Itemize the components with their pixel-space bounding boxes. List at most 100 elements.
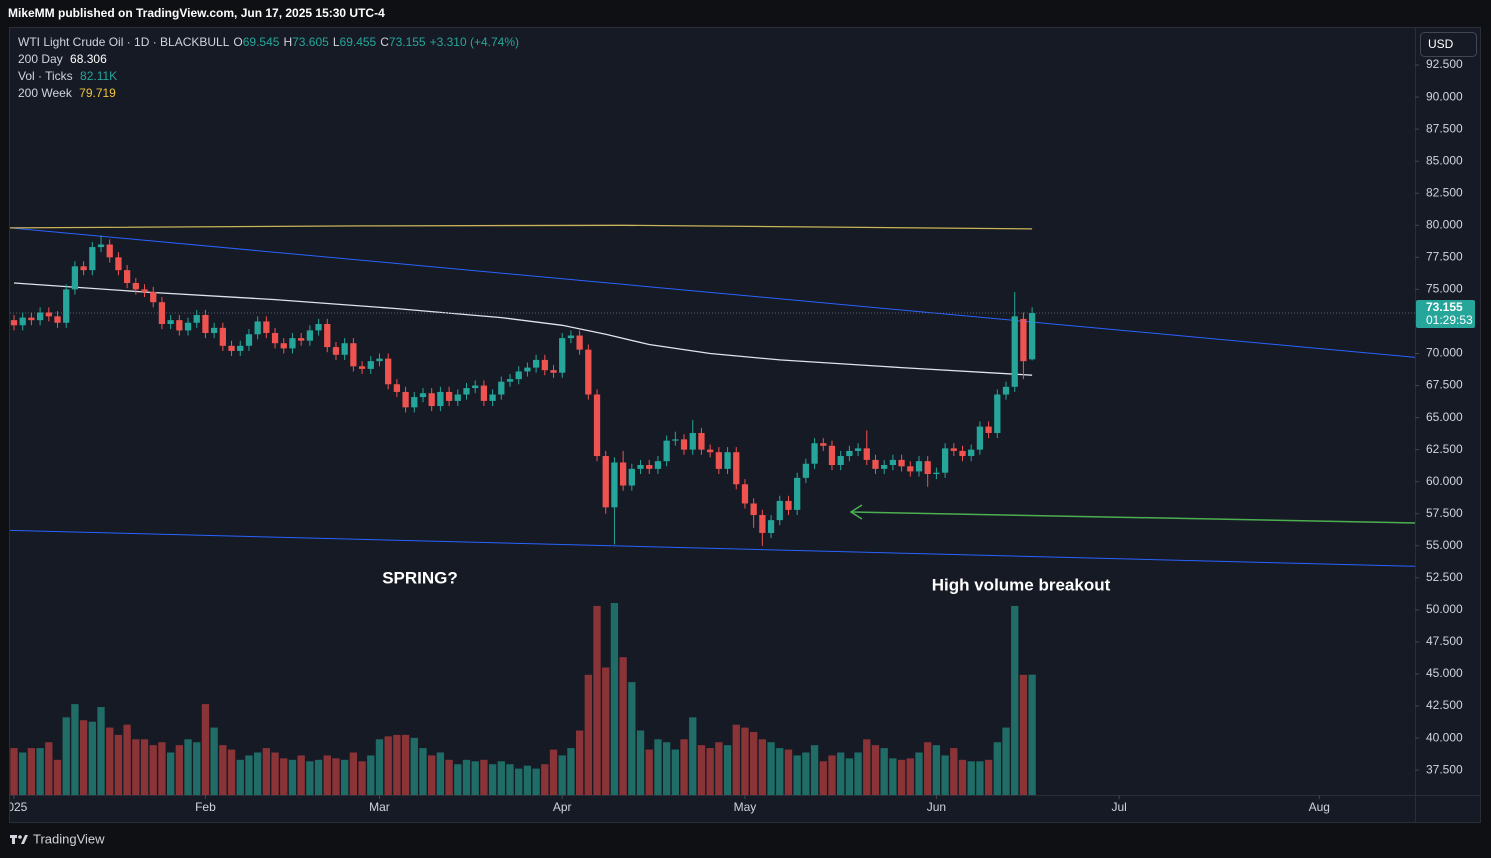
candle-body [411,397,418,408]
currency-label[interactable]: USD [1428,37,1454,51]
candle-body [593,394,601,457]
candle-body [289,338,296,349]
candle-body [506,379,514,382]
currency-button[interactable] [1420,32,1477,57]
volume-bar [341,759,349,795]
volume-bar [471,761,479,795]
volume-bar [906,758,914,795]
candle-body [1011,316,1018,387]
y-tick-label: 75.000 [1426,282,1463,296]
volume-bar [593,605,601,795]
volume-bar [810,745,819,795]
volume-bar [149,745,157,795]
candle-body [959,450,966,457]
ohlc-letter: H [283,35,293,49]
y-tick-label: 55.000 [1426,538,1463,552]
candle-body [376,358,383,362]
candle-body [193,315,200,323]
volume-bar [454,764,462,795]
volume-bar [723,745,732,795]
volume-bar [958,759,967,795]
volume-bar [288,759,297,795]
volume-bar [106,727,114,795]
volume-bar [645,749,653,795]
candle-body [767,520,775,533]
y-tick-label: 87.500 [1426,121,1463,135]
volume-bar [79,720,88,795]
y-tick-label: 47.500 [1426,634,1463,648]
candle-body [63,289,70,323]
candle-body [924,461,931,474]
volume-bar [636,730,645,795]
volume-bar [262,748,271,795]
y-tick-label: 40.000 [1426,730,1463,744]
volume-bar [245,755,253,795]
candle-body [245,334,253,346]
candle-body [498,381,505,395]
volume-bar [515,768,523,795]
volume-bar [219,745,227,795]
candle-body [907,466,914,472]
candle-body [237,345,244,351]
candle-body [968,449,975,457]
candle-body [271,332,279,344]
trendline [10,227,1415,358]
ohlc-value: 69.545 [242,35,280,49]
volume-bar [123,724,131,795]
y-tick-label: 52.500 [1426,570,1463,584]
volume-bar [889,758,897,795]
volume-bar [36,748,44,795]
candle-body [332,347,340,355]
plot-area [10,224,1415,795]
volume-bar [236,759,244,795]
candle-body [341,343,348,355]
candle-body [1020,318,1027,362]
candle-body [306,330,313,341]
volume-bar [462,759,471,795]
y-tick-label: 67.500 [1426,378,1463,392]
volume-bar [280,758,288,795]
volume-bar [419,748,427,795]
volume-bar [1019,674,1028,795]
candle-body [611,462,618,508]
candle-body [141,289,148,292]
candle-body [176,320,183,331]
candle-body [672,439,679,441]
countdown-label: 01:29:53 [1426,313,1473,327]
candle-body [707,449,714,453]
volume-bar [488,764,497,795]
trendline [10,529,1415,567]
candle-body [994,394,1001,433]
candle-body [489,394,496,401]
candle-body [541,359,548,371]
candle-body [872,459,879,469]
volume-bar [349,752,358,795]
volume-bar [428,755,436,795]
volume-bar [767,742,775,795]
x-tick-label: Jul [1111,800,1126,814]
candle-body [689,432,696,450]
volume-bar [549,749,558,795]
candle-body [385,358,392,385]
chart-frame [9,27,1481,823]
volume-bar [1002,727,1010,795]
arrow-head [849,504,863,520]
volume-bar [619,657,627,795]
candle-body [472,385,479,389]
volume-bar [193,742,201,795]
footer-brand: TradingView [33,831,105,846]
volume-bar [697,745,706,795]
candle-body [350,343,357,367]
volume-bar [941,755,949,795]
volume-bar [541,764,549,795]
candle-body [97,244,105,248]
candle-body [532,359,540,368]
volume-bar [741,727,749,795]
candle-body [567,335,575,339]
candle-body [663,440,670,462]
candle-body [45,312,52,317]
candle-body [881,465,888,469]
candle-body [741,484,749,504]
volume-bar [784,749,793,795]
candle-body [419,393,427,398]
